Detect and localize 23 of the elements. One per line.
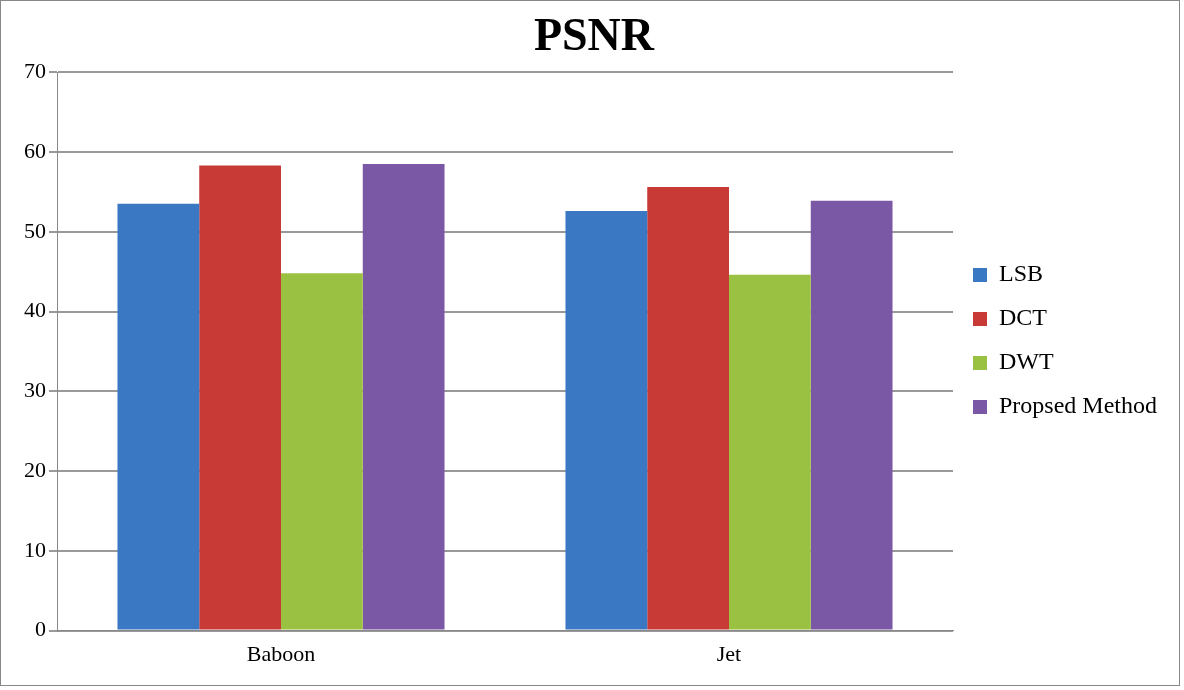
legend-label: DCT [999, 304, 1048, 331]
bar [362, 163, 445, 630]
bar [729, 274, 811, 630]
legend-label: Propsed Method [999, 392, 1158, 419]
legend-label: LSB [999, 260, 1044, 287]
bar [810, 200, 893, 630]
y-tick-label: 20 [24, 456, 46, 482]
y-tick-label: 0 [35, 616, 46, 642]
y-tick-label: 10 [24, 536, 46, 562]
y-tick-label: 40 [24, 297, 46, 323]
bar [199, 165, 281, 630]
x-tick-label: Jet [716, 640, 742, 666]
chart-title: PSNR [533, 9, 655, 61]
x-tick-label: Baboon [246, 640, 316, 666]
y-tick-label: 60 [24, 137, 46, 163]
legend-label: DWT [999, 348, 1054, 375]
bar [565, 211, 648, 630]
bar [281, 273, 363, 630]
bar [117, 203, 200, 630]
bar [647, 187, 730, 630]
y-tick-label: 50 [24, 217, 46, 243]
y-tick-label: 30 [24, 377, 46, 403]
y-tick-label: 70 [24, 57, 46, 83]
